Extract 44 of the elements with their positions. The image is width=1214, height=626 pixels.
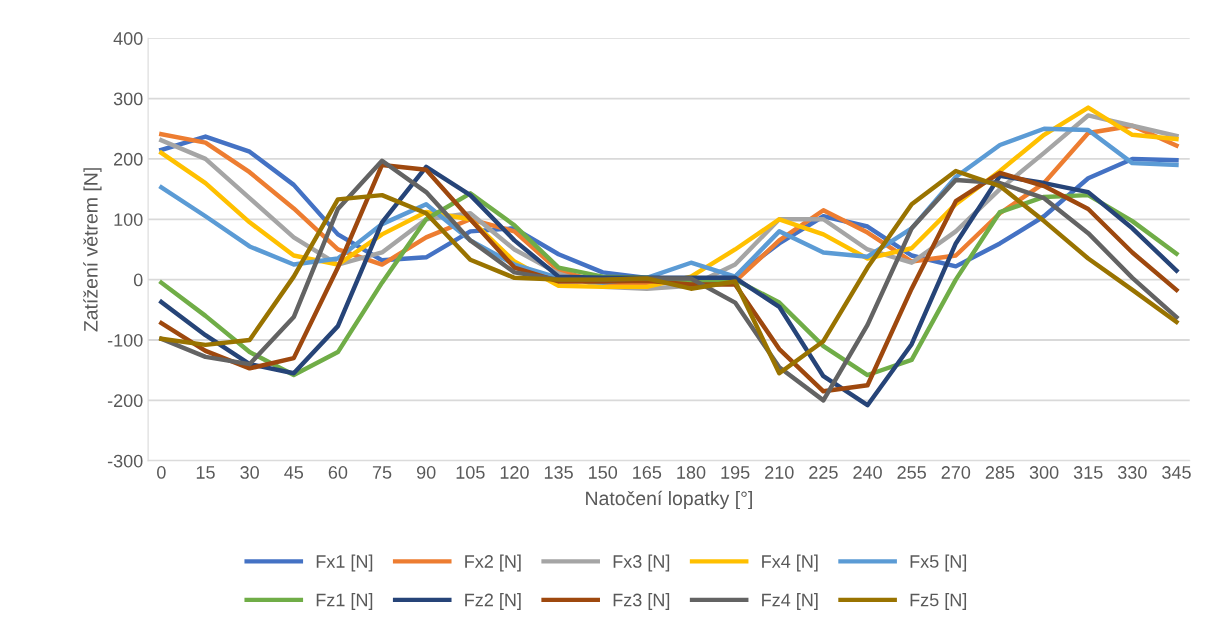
x-tick-label: 285 [985, 466, 1015, 479]
x-tick-label: 75 [372, 466, 392, 479]
x-tick-label: 330 [1117, 466, 1147, 479]
y-tick-label: 0 [133, 273, 143, 287]
y-tick-label: -100 [107, 333, 143, 347]
x-tick-label: 315 [1073, 466, 1103, 479]
x-tick-label: 270 [941, 466, 971, 479]
legend-label: Fx3 [N] [613, 554, 670, 572]
x-tick-label: 150 [589, 466, 618, 479]
x-tick-label: 195 [721, 466, 750, 479]
x-tick-label: 180 [677, 466, 706, 479]
legend-label: Fz5 [N] [910, 593, 967, 610]
y-tick-label: -200 [107, 394, 143, 408]
x-tick-label: 240 [853, 466, 882, 479]
x-tick-label: 225 [809, 466, 838, 479]
x-tick-label: 120 [500, 466, 529, 479]
legend-label: Fx4 [N] [762, 554, 818, 572]
y-tick-label: 300 [113, 92, 143, 106]
y-tick-label: 100 [114, 213, 143, 226]
x-tick-label: 300 [1029, 466, 1059, 479]
x-tick-label: 105 [456, 466, 485, 479]
x-tick-label: 135 [544, 466, 573, 479]
x-tick-label: 255 [897, 466, 926, 479]
legend-label: Fx1 [N] [316, 554, 373, 572]
x-tick-label: 90 [416, 466, 436, 479]
legend-label: Fz2 [N] [465, 593, 521, 610]
legend-label: Fz3 [N] [613, 593, 670, 610]
x-axis-title: Natočení lopatky [°] [586, 490, 752, 510]
x-tick-label: 345 [1162, 466, 1191, 479]
x-tick-label: 45 [284, 466, 304, 479]
x-tick-label: 210 [765, 466, 794, 479]
legend-label: Fx5 [N] [910, 554, 967, 572]
legend-label: Fx2 [N] [465, 554, 521, 572]
x-tick-label: 0 [157, 466, 166, 479]
x-tick-label: 15 [196, 466, 215, 479]
y-axis-title: Zatížení větrem [N] [83, 168, 102, 332]
legend-label: Fz4 [N] [762, 593, 818, 610]
legend-label: Fz1 [N] [316, 593, 373, 610]
y-tick-label: 200 [114, 152, 143, 166]
x-tick-label: 60 [328, 466, 348, 479]
x-tick-label: 30 [240, 466, 259, 479]
x-tick-label: 165 [633, 466, 662, 479]
y-tick-label: -300 [107, 454, 143, 468]
y-tick-label: 400 [113, 32, 143, 45]
